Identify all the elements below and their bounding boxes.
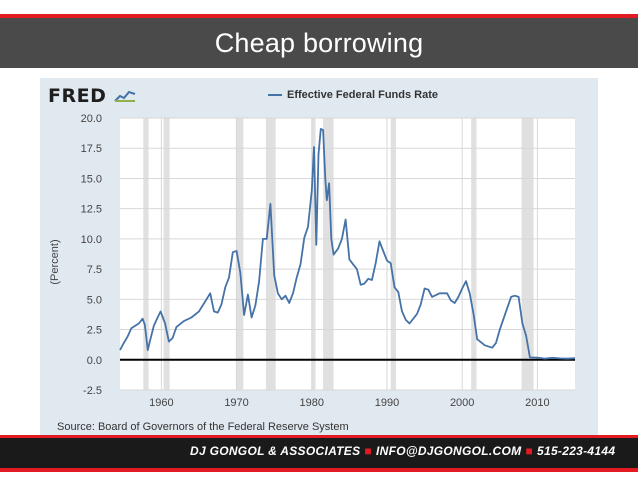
x-tick-label: 1960 [149,397,173,409]
recession-band [521,118,534,390]
series-line [119,127,576,360]
footer-separator: ■ [364,444,372,458]
y-tick-label: 5.0 [87,294,102,306]
recession-bands [143,118,534,390]
y-tick-label: 2.5 [87,325,102,337]
y-tick-label: 7.5 [87,264,102,276]
footer-phone: 515-223-4144 [537,444,616,458]
slide-title-bar: Cheap borrowing [0,18,638,68]
footer-accent-bottom [0,468,638,472]
recession-band [471,118,477,390]
y-axis-label: (Percent) [49,239,61,284]
y-tick-label: 17.5 [81,143,102,155]
y-tick-label: 10.0 [81,234,102,246]
recession-band [163,118,170,390]
footer-email[interactable]: INFO@DJGONGOL.COM [375,444,522,458]
y-tick-label: 0.0 [87,355,102,367]
legend-swatch [268,94,282,96]
x-tick-label: 1990 [375,397,399,409]
chart-legend: Effective Federal Funds Rate [268,89,438,101]
footer-accent-top [0,435,638,438]
legend-label: Effective Federal Funds Rate [287,89,438,101]
x-tick-label: 1970 [224,397,248,409]
chart-source: Source: Board of Governors of the Federa… [57,421,349,433]
x-tick-label: 2010 [525,397,549,409]
footer-contact: DJ GONGOL & ASSOCIATES ■ INFO@DJGONGOL.COM… [190,444,615,458]
recession-band [390,118,397,390]
y-tick-label: 12.5 [81,204,102,216]
fred-logo-text: FRED [48,85,107,107]
y-tick-label: 15.0 [81,173,102,185]
recession-band [143,118,149,390]
y-tick-label: 20.0 [81,113,102,125]
x-tick-label: 2000 [450,397,474,409]
recession-band [311,118,316,390]
grid-lines [120,117,575,391]
slide-title: Cheap borrowing [214,27,424,58]
axis-labels: -2.5 0.0 2.5 5.0 7.5 10.0 12.5 15.0 17.5 20.0 1960… [81,113,550,409]
footer-company: DJ GONGOL & ASSOCIATES [190,444,361,458]
series-layer [119,127,576,360]
recession-band [323,118,334,390]
y-tick-label: -2.5 [83,385,102,397]
recession-band [265,118,276,390]
plot-area [120,118,575,390]
top-accent-stripe [0,14,638,18]
x-tick-label: 1980 [300,397,324,409]
fred-logo: FRED [48,85,136,107]
footer-separator: ■ [525,444,533,458]
footer-bar [0,438,638,468]
recession-band [235,118,244,390]
chart-logo-icon [113,90,135,102]
